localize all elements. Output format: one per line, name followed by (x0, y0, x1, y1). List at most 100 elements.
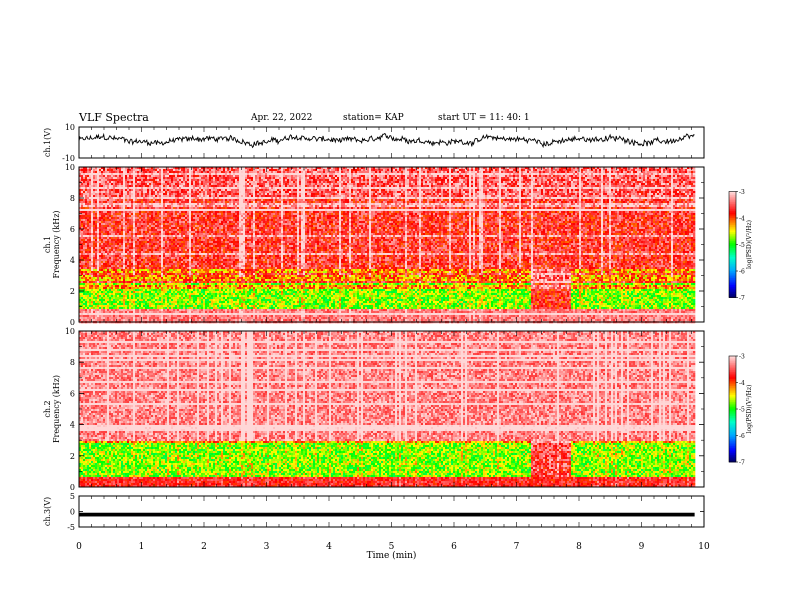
spectrogram-cell (135, 189, 137, 191)
spectrogram-cell (81, 277, 83, 279)
spectrogram-cell (93, 247, 95, 249)
spectrogram-cell (119, 263, 121, 265)
spectrogram-cell (123, 279, 125, 281)
spectrogram-cell (115, 263, 117, 265)
spectrogram-cell (101, 275, 103, 277)
spectrogram-cell (117, 285, 119, 287)
spectrogram-cell (133, 309, 135, 311)
spectrogram-cell (127, 217, 129, 219)
spectrogram-cell (105, 261, 107, 263)
spectrogram-cell (103, 275, 105, 277)
spectrogram-cell (123, 217, 125, 219)
spectrogram-cell (123, 305, 125, 307)
spectrogram-cell (103, 283, 105, 285)
spectrogram-cell (97, 171, 99, 173)
spectrogram-cell (115, 199, 117, 201)
spectrogram-cell (101, 305, 103, 307)
spectrogram-cell (87, 307, 89, 309)
spectrogram-cell (93, 245, 95, 247)
spectrogram-cell (105, 311, 107, 313)
spectrogram-cell (125, 253, 127, 255)
spectrogram-cell (93, 267, 95, 269)
spectrogram-cell (129, 177, 131, 179)
spectrogram-cell (123, 175, 125, 177)
spectrogram-cell (113, 303, 115, 305)
spectrogram-cell (135, 201, 137, 203)
spectrogram-cell (113, 257, 115, 259)
spectrogram-cell (85, 195, 87, 197)
spectrogram-cell (103, 253, 105, 255)
spectrogram-cell (135, 269, 137, 271)
spectrogram-cell (83, 299, 85, 301)
spectrogram-cell (99, 233, 101, 235)
spectrogram-cell (135, 221, 137, 223)
spectrogram-cell (83, 213, 85, 215)
spectrogram-cell (125, 217, 127, 219)
spectrogram-cell (137, 317, 139, 319)
spectrogram-cell (85, 171, 87, 173)
spectrogram-cell (95, 289, 97, 291)
spectrogram-cell (127, 317, 129, 319)
spectrogram-cell (113, 249, 115, 251)
spectrogram-cell (117, 229, 119, 231)
spectrogram-cell (81, 287, 83, 289)
spectrogram-cell (105, 283, 107, 285)
spectrogram-cell (129, 249, 131, 251)
spectrogram-cell (95, 251, 97, 253)
spectrogram-cell (131, 269, 133, 271)
spectrogram-cell (125, 203, 127, 205)
spectrogram-cell (133, 297, 135, 299)
spectrogram-cell (83, 261, 85, 263)
spectrogram-cell (107, 215, 109, 217)
spectrogram-cell (105, 223, 107, 225)
spectrogram-cell (109, 269, 111, 271)
spectrogram-cell (87, 169, 89, 171)
spectrogram-cell (103, 197, 105, 199)
spectrogram-cell (121, 213, 123, 215)
spectrogram-cell (99, 275, 101, 277)
spectrogram-cell (117, 173, 119, 175)
spectrogram-cell (107, 173, 109, 175)
spectrogram-cell (115, 225, 117, 227)
spectrogram-cell (105, 213, 107, 215)
spectrogram-cell (105, 293, 107, 295)
spectrogram-cell (81, 269, 83, 271)
spectrogram-cell (85, 225, 87, 227)
spectrogram-cell (123, 225, 125, 227)
spectrogram-cell (111, 275, 113, 277)
spectrogram-cell (111, 253, 113, 255)
spectrogram-cell (137, 273, 139, 275)
spectrogram-cell (101, 249, 103, 251)
spectrogram-cell (117, 291, 119, 293)
spectrogram-cell (99, 213, 101, 215)
spectrogram-cell (117, 259, 119, 261)
spectrogram-cell (85, 205, 87, 207)
spectrogram-cell (107, 171, 109, 173)
spectrogram-cell (129, 171, 131, 173)
spectrogram-cell (121, 189, 123, 191)
spectrogram-cell (97, 237, 99, 239)
spectrogram-cell (131, 273, 133, 275)
spectrogram-cell (97, 299, 99, 301)
spectrogram-cell (85, 215, 87, 217)
spectrogram-cell (115, 307, 117, 309)
spectrogram-cell (109, 237, 111, 239)
spectrogram-cell (107, 263, 109, 265)
spectrogram-cell (107, 271, 109, 273)
spectrogram-cell (91, 267, 93, 269)
spectrogram-cell (95, 317, 97, 319)
spectrogram-cell (125, 215, 127, 217)
spectrogram-cell (105, 259, 107, 261)
spectrogram-cell (101, 267, 103, 269)
spectrogram-cell (97, 187, 99, 189)
spectrogram-cell (107, 307, 109, 309)
spectrogram-cell (101, 209, 103, 211)
spectrogram-cell (123, 257, 125, 259)
spectrogram-cell (95, 235, 97, 237)
spectrogram-cell (93, 277, 95, 279)
spectrogram-cell (87, 257, 89, 259)
spectrogram-cell (129, 175, 131, 177)
spectrogram-cell (127, 267, 129, 269)
spectrogram-cell (83, 275, 85, 277)
spectrogram-cell (101, 303, 103, 305)
